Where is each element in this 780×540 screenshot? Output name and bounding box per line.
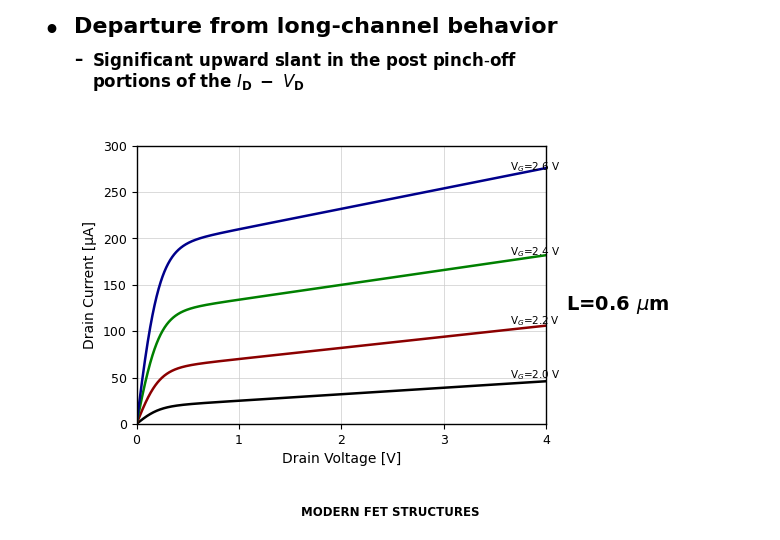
Text: Departure from long-channel behavior: Departure from long-channel behavior [74,17,558,37]
Text: MODERN FET STRUCTURES: MODERN FET STRUCTURES [301,507,479,519]
Text: $\mathbf{Significant\ upward\ slant\ in\ the\ post\ pinch\text{-}off}$: $\mathbf{Significant\ upward\ slant\ in\… [92,50,517,72]
Text: $\mathbf{portions\ of\ the\ }\mathit{I}_\mathbf{D}\mathbf{\ -\ }\mathit{V}_\math: $\mathbf{portions\ of\ the\ }\mathit{I}_… [92,71,305,93]
Text: –: – [74,51,83,69]
Y-axis label: Drain Current [μA]: Drain Current [μA] [83,221,98,349]
Text: V$_G$=2.6 V: V$_G$=2.6 V [510,160,561,174]
X-axis label: Drain Voltage [V]: Drain Voltage [V] [282,452,401,466]
Text: •: • [43,19,59,43]
Text: L=0.6 $\mu$m: L=0.6 $\mu$m [566,294,668,316]
Text: V$_G$=2.4 V: V$_G$=2.4 V [510,245,561,259]
Text: V$_G$=2.0 V: V$_G$=2.0 V [510,368,561,382]
Text: V$_G$=2.2 V: V$_G$=2.2 V [510,314,560,328]
